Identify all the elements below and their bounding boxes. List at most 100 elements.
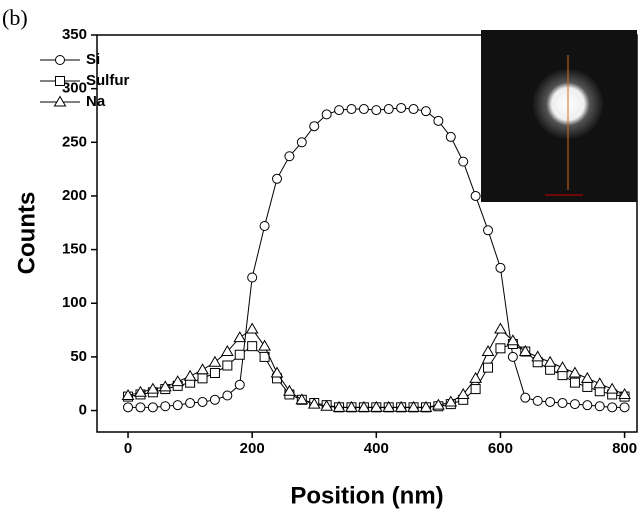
legend-marker <box>55 76 65 86</box>
data-point <box>185 398 196 409</box>
data-point <box>518 345 532 357</box>
data-point <box>309 121 320 132</box>
data-point <box>445 131 456 142</box>
data-point <box>196 363 209 375</box>
data-point <box>134 385 147 397</box>
data-point <box>419 400 433 412</box>
data-point <box>332 400 346 412</box>
data-point <box>346 104 357 115</box>
y-tick-label: 200 <box>62 187 87 204</box>
data-point <box>605 382 619 394</box>
data-point <box>247 272 258 283</box>
legend-marker <box>53 95 67 107</box>
data-point <box>371 105 382 116</box>
data-point <box>396 102 407 113</box>
y-tick-label: 0 <box>79 402 87 419</box>
data-point <box>483 362 494 373</box>
legend-label: Si <box>86 51 100 68</box>
data-point <box>197 373 208 384</box>
data-point <box>345 400 358 412</box>
data-point <box>532 395 543 406</box>
y-tick-label: 50 <box>70 348 87 365</box>
data-point <box>283 384 296 396</box>
data-point <box>456 387 470 399</box>
data-point <box>272 173 282 184</box>
data-point <box>245 322 259 334</box>
data-point <box>432 398 445 410</box>
data-point <box>334 105 345 116</box>
data-point <box>520 392 531 403</box>
data-point <box>407 400 420 412</box>
data-point <box>208 355 222 367</box>
data-point <box>618 387 631 399</box>
data-point <box>358 104 369 115</box>
data-point <box>444 395 458 407</box>
data-point <box>594 401 605 412</box>
y-tick-label: 300 <box>62 80 87 97</box>
data-point <box>123 402 134 413</box>
data-point <box>158 380 172 392</box>
data-point <box>495 262 506 273</box>
y-tick-label: 150 <box>62 241 87 258</box>
x-tick-label: 200 <box>240 440 265 457</box>
data-point <box>469 371 482 383</box>
data-point <box>234 379 245 390</box>
legend-label: Sulfur <box>86 72 129 89</box>
x-tick-label: 800 <box>612 440 637 457</box>
data-point <box>284 151 295 162</box>
data-point <box>580 371 594 383</box>
data-point <box>321 109 332 120</box>
data-point <box>172 400 183 411</box>
data-point <box>383 104 394 115</box>
y-tick-label: 100 <box>62 294 87 311</box>
data-point <box>545 396 556 407</box>
data-point <box>259 220 270 231</box>
x-tick-label: 600 <box>488 440 513 457</box>
data-point <box>481 345 495 357</box>
data-point <box>307 397 321 409</box>
data-point <box>495 343 506 354</box>
data-point <box>121 389 135 401</box>
data-point <box>582 400 593 411</box>
data-point <box>209 394 220 405</box>
data-point <box>543 355 557 367</box>
plot-frame <box>96 34 638 433</box>
data-point <box>470 384 481 395</box>
data-point <box>506 334 520 346</box>
data-point <box>147 402 158 413</box>
data-point <box>247 341 258 352</box>
data-point <box>569 377 580 388</box>
data-point <box>146 382 160 394</box>
data-point <box>233 331 247 343</box>
data-point <box>507 351 518 362</box>
data-point <box>135 402 146 413</box>
data-point <box>494 322 507 334</box>
data-point <box>556 361 569 373</box>
data-point <box>209 367 220 378</box>
data-point <box>295 393 309 405</box>
legend-marker <box>55 55 65 65</box>
data-point <box>369 400 383 412</box>
data-point <box>296 137 307 148</box>
y-tick-label: 350 <box>62 26 87 43</box>
data-point <box>593 377 607 389</box>
data-point <box>568 366 582 378</box>
data-point <box>408 104 419 115</box>
data-point <box>258 339 271 351</box>
y-tick-label: 250 <box>62 133 87 150</box>
data-point <box>420 106 431 117</box>
data-point <box>619 402 630 413</box>
data-point <box>357 400 371 412</box>
inset-image <box>481 30 637 202</box>
data-point <box>394 400 408 412</box>
data-point <box>470 190 481 201</box>
data-point <box>160 401 171 412</box>
data-point <box>234 349 245 360</box>
x-tick-label: 0 <box>124 440 132 457</box>
data-point <box>607 402 618 413</box>
data-point <box>483 225 494 236</box>
legend-label: Na <box>86 93 106 110</box>
x-tick-label: 400 <box>364 440 389 457</box>
data-point <box>183 369 197 381</box>
